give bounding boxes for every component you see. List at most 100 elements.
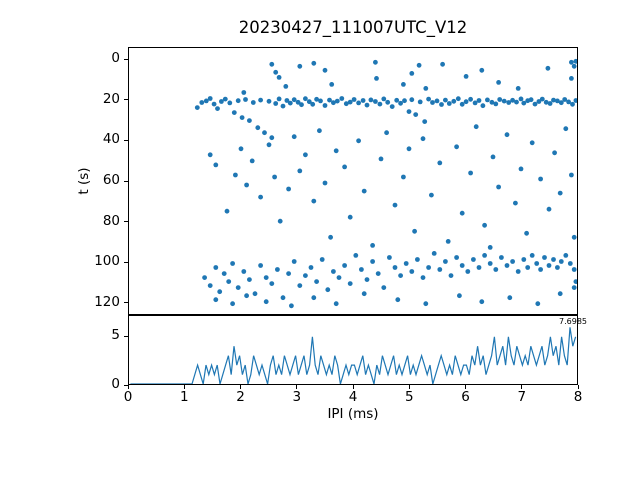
scatter-point [337, 275, 342, 280]
scatter-point [519, 167, 524, 172]
scatter-point [569, 76, 574, 81]
y-tick-label: 120 [84, 295, 120, 310]
scatter-point [230, 301, 235, 306]
scatter-point [373, 99, 378, 104]
scatter-point [381, 285, 386, 290]
scatter-point [516, 269, 521, 274]
scatter-point [401, 82, 406, 87]
scatter-point [464, 74, 469, 79]
scatter-point [303, 152, 308, 157]
scatter-point [297, 169, 302, 174]
scatter-point [477, 265, 482, 270]
scatter-point [241, 269, 246, 274]
scatter-point [443, 98, 448, 103]
scatter-point [570, 102, 575, 107]
scatter-point [269, 281, 274, 286]
histogram-canvas [129, 316, 577, 384]
scatter-point [303, 96, 308, 101]
scatter-point [323, 68, 328, 73]
scatter-point [507, 295, 512, 300]
scatter-point [471, 257, 476, 262]
scatter-point [253, 291, 258, 296]
x-tick-label: 3 [282, 390, 312, 405]
scatter-point [451, 99, 456, 104]
scatter-point [199, 100, 204, 105]
scatter-point [365, 103, 370, 108]
scatter-point [373, 60, 378, 65]
max-ipi-annotation: 7.6985 [559, 317, 587, 326]
scatter-point [496, 80, 501, 85]
x-tick-label: 6 [451, 390, 481, 405]
scatter-point [325, 287, 330, 292]
scatter-point [376, 271, 381, 276]
scatter-point [477, 98, 482, 103]
y-tick-mark [124, 181, 128, 182]
scatter-point [390, 104, 395, 109]
scatter-point [241, 90, 246, 95]
scatter-point [213, 163, 218, 168]
x-tick-label: 1 [169, 390, 199, 405]
scatter-point [548, 101, 553, 106]
scatter-point [449, 273, 454, 278]
scatter-point [481, 103, 486, 108]
scatter-point [551, 257, 556, 262]
scatter-point [460, 263, 465, 268]
scatter-point [479, 68, 484, 73]
scatter-point [454, 144, 459, 149]
scatter-point [283, 84, 288, 89]
y-tick-mark [124, 262, 128, 263]
scatter-point [288, 101, 293, 106]
scatter-point [421, 136, 426, 141]
scatter-point [359, 267, 364, 272]
scatter-point [398, 273, 403, 278]
scatter-point [236, 285, 241, 290]
scatter-point [258, 263, 263, 268]
scatter-point [443, 259, 448, 264]
scatter-point [311, 199, 316, 204]
scatter-point [555, 265, 560, 270]
scatter-point [393, 203, 398, 208]
scatter-point [369, 98, 374, 103]
scatter-point [404, 261, 409, 266]
scatter-point [323, 103, 328, 108]
scatter-point [407, 109, 412, 114]
scatter-point [572, 285, 577, 290]
scatter-point [225, 209, 230, 214]
y-tick-mark [124, 302, 128, 303]
y-tick-label: 5 [84, 328, 120, 343]
scatter-point [546, 66, 551, 71]
scatter-point [317, 128, 322, 133]
scatter-point [208, 152, 213, 157]
scatter-point [535, 301, 540, 306]
scatter-point [426, 97, 431, 102]
scatter-point [439, 102, 444, 107]
scatter-point [460, 211, 465, 216]
scatter-point [208, 96, 213, 101]
scatter-point [251, 100, 256, 105]
scatter-point [464, 99, 469, 104]
scatter-point [510, 259, 515, 264]
scatter-point [374, 76, 379, 81]
scatter-point [415, 257, 420, 262]
scatter-point [292, 97, 297, 102]
scatter-point [538, 177, 543, 182]
scatter-point [482, 223, 487, 228]
scatter-point [212, 102, 217, 107]
scatter-point [572, 235, 577, 240]
scatter-point [423, 301, 428, 306]
scatter-point [267, 142, 272, 147]
scatter-point [437, 161, 442, 166]
scatter-point [195, 105, 200, 110]
x-tick-label: 4 [338, 390, 368, 405]
scatter-point [516, 86, 521, 91]
y-tick-mark [124, 221, 128, 222]
scatter-point [310, 102, 315, 107]
scatter-point [558, 291, 563, 296]
y-tick-label: 100 [84, 254, 120, 269]
scatter-point [479, 299, 484, 304]
scatter-point [417, 63, 422, 68]
scatter-point [233, 173, 238, 178]
scatter-point [574, 59, 578, 64]
scatter-point [370, 243, 375, 248]
scatter-point [542, 255, 547, 260]
